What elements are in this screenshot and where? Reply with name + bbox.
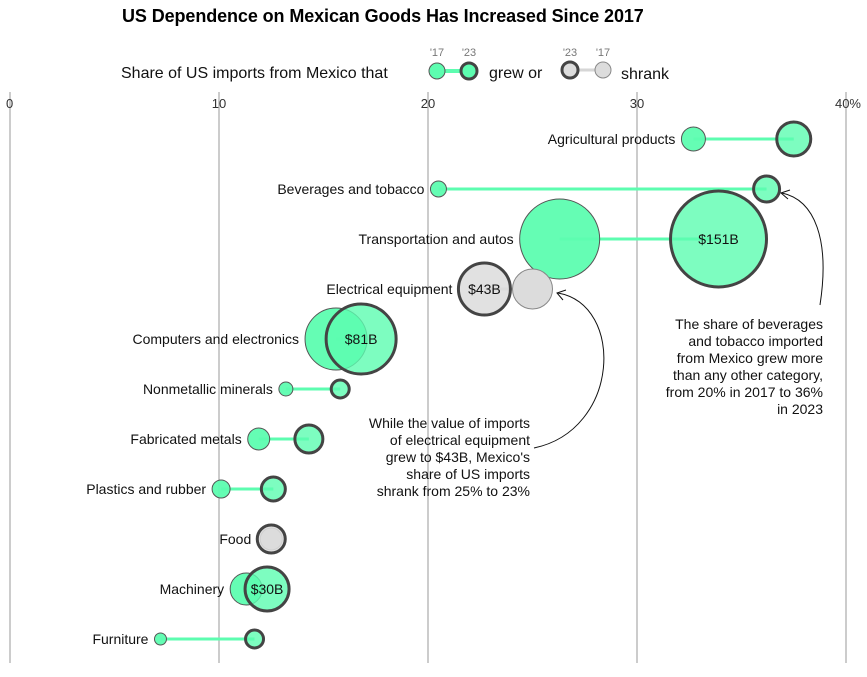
value-label-machinery: $30B — [251, 581, 284, 597]
x-tick-label-0: 0 — [6, 96, 13, 111]
category-label-electrical-equipment: Electrical equipment — [326, 281, 452, 297]
value-label-electrical-equipment: $43B — [468, 281, 501, 297]
x-tick-label-10: 10 — [212, 96, 226, 111]
annotation-beverages-arrow-line — [781, 192, 824, 306]
x-tick-label-40: 40% — [835, 96, 861, 111]
annotation-beverages-line: and tobacco imported — [688, 333, 823, 349]
bubble-2017-transportation-and-autos — [519, 198, 601, 280]
annotation-electrical-line: While the value of imports — [369, 415, 530, 431]
bubble-2017-beverages-and-tobacco — [429, 180, 447, 198]
row-food: Food — [219, 523, 287, 555]
annotations: The share of beverages and tobacco import… — [369, 189, 824, 499]
gridlines — [9, 92, 847, 663]
row-beverages-and-tobacco: Beverages and tobacco — [277, 174, 782, 204]
row-computers-and-electronics: Computers and electronics $81B — [133, 302, 398, 376]
bubble-2023-nonmetallic-minerals — [329, 378, 351, 400]
bubble-2017-agricultural-products — [680, 126, 706, 152]
legend-grew-2023-year-label: '23 — [462, 47, 476, 59]
category-label-beverages-and-tobacco: Beverages and tobacco — [277, 181, 424, 197]
annotation-beverages-line: from Mexico grew more — [677, 350, 823, 366]
annotation-beverages-line: from 20% in 2017 to 36% — [666, 384, 823, 400]
value-label-computers-and-electronics: $81B — [345, 331, 378, 347]
row-transportation-and-autos: Transportation and autos $151B — [359, 189, 769, 289]
category-label-computers-and-electronics: Computers and electronics — [133, 331, 300, 347]
bubble-2017-electrical-equipment — [512, 268, 553, 310]
value-label-transportation-and-autos: $151B — [698, 231, 738, 247]
bubble-2023-computers-and-electronics — [324, 302, 398, 376]
row-agricultural-products: Agricultural products — [548, 120, 813, 158]
bubble-2023-furniture — [244, 628, 266, 650]
legend-grew-label: grew or — [489, 65, 543, 82]
bubble-2023-beverages-and-tobacco — [752, 174, 782, 204]
bubble-2017-plastics-and-rubber — [211, 479, 231, 499]
bubble-2023-agricultural-products — [775, 120, 813, 158]
annotation-beverages-text: The share of beverages and tobacco import… — [666, 316, 823, 417]
category-label-agricultural-products: Agricultural products — [548, 131, 676, 147]
annotation-electrical-line: shrank from 25% to 23% — [377, 483, 530, 499]
bubble-2023-machinery — [243, 565, 291, 613]
annotation-electrical-line: grew to $43B, Mexico's — [386, 449, 530, 465]
bubble-2017-furniture — [153, 632, 167, 646]
x-tick-label-20: 20 — [421, 96, 435, 111]
bubble-2023-electrical-equipment — [456, 261, 512, 317]
category-label-fabricated-metals: Fabricated metals — [130, 431, 241, 447]
x-tick-label-30: 30 — [630, 96, 644, 111]
legend-shrank-2017-bubble — [594, 61, 612, 79]
annotation-electrical: While the value of imports of electrical … — [369, 289, 605, 499]
legend-shrank-label: shrank — [621, 66, 670, 83]
annotation-beverages: The share of beverages and tobacco import… — [666, 189, 824, 417]
row-machinery: Machinery $30B — [160, 565, 291, 613]
row-nonmetallic-minerals: Nonmetallic minerals — [143, 378, 351, 400]
bubble-2023-transportation-and-autos — [669, 189, 769, 289]
annotation-beverages-line: in 2023 — [777, 401, 823, 417]
bubble-2023-fabricated-metals — [293, 423, 325, 455]
category-label-furniture: Furniture — [92, 631, 148, 647]
data-rows: Agricultural products Beverages and tobac… — [86, 120, 813, 650]
legend: Share of US imports from Mexico that '17… — [121, 47, 670, 83]
annotation-electrical-line: of electrical equipment — [390, 432, 530, 448]
bubble-2017-fabricated-metals — [247, 427, 271, 451]
bubble-2023-plastics-and-rubber — [259, 475, 287, 503]
bubble-2017-nonmetallic-minerals — [278, 381, 294, 397]
annotation-beverages-line: than any other category, — [673, 367, 823, 383]
annotation-electrical-arrow-line — [533, 292, 605, 449]
annotation-electrical-arrowhead — [556, 289, 567, 301]
x-axis-ticks: 0 10 20 30 40% — [6, 96, 861, 111]
legend-shrank-2017-year-label: '17 — [596, 47, 610, 59]
category-label-machinery: Machinery — [160, 581, 225, 597]
annotation-electrical-text: While the value of imports of electrical … — [369, 415, 530, 499]
legend-grew-2017-bubble — [428, 62, 446, 80]
row-furniture: Furniture — [92, 628, 266, 650]
category-label-transportation-and-autos: Transportation and autos — [359, 231, 514, 247]
legend-shrank-2023-year-label: '23 — [563, 47, 577, 59]
annotation-beverages-line: The share of beverages — [675, 316, 823, 332]
legend-intro-text: Share of US imports from Mexico that — [121, 65, 388, 82]
row-fabricated-metals: Fabricated metals — [130, 423, 325, 455]
row-plastics-and-rubber: Plastics and rubber — [86, 475, 287, 503]
category-label-nonmetallic-minerals: Nonmetallic minerals — [143, 381, 273, 397]
annotation-electrical-line: share of US imports — [406, 466, 530, 482]
legend-shrank-2023-bubble — [560, 60, 580, 80]
legend-grew-2017-year-label: '17 — [430, 47, 444, 59]
bubble-2023-food — [255, 523, 287, 555]
row-electrical-equipment: Electrical equipment $43B — [326, 261, 553, 317]
legend-grew-2023-bubble — [459, 61, 479, 81]
category-label-food: Food — [219, 531, 251, 547]
annotation-beverages-arrowhead — [780, 189, 791, 200]
chart-title: US Dependence on Mexican Goods Has Incre… — [122, 6, 644, 26]
category-label-plastics-and-rubber: Plastics and rubber — [86, 481, 206, 497]
